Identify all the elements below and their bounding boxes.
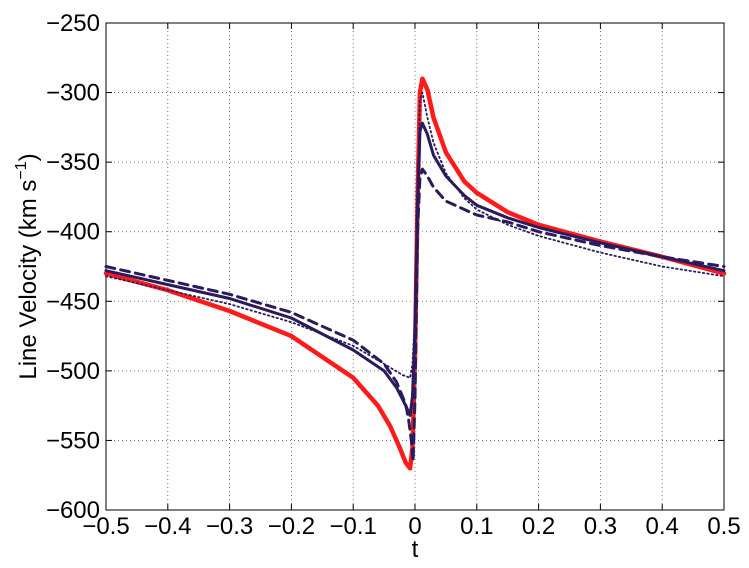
y-tick-label: −350 (46, 149, 100, 176)
y-axis-title-main: Line Velocity (km s (15, 180, 42, 380)
y-tick-label: −400 (46, 219, 100, 246)
x-tick-label: 0.1 (460, 513, 493, 540)
y-tick-label: −250 (46, 10, 100, 37)
y-tick-label: −500 (46, 358, 100, 385)
y-axis-title: Line Velocity (km s−1) (13, 153, 42, 379)
series-group (103, 76, 727, 471)
x-tick-label: 0.5 (707, 513, 740, 540)
y-tick-label: −300 (46, 80, 100, 107)
x-tick-label: 0 (408, 513, 421, 540)
x-tick-label: −0.3 (206, 513, 253, 540)
x-tick-label: 0.4 (646, 513, 679, 540)
x-tick-label: 0.3 (584, 513, 617, 540)
x-tick-label: −0.4 (144, 513, 191, 540)
series-line-4 (105, 91, 725, 379)
x-tick-label: 0.2 (522, 513, 555, 540)
y-axis-title-close: ) (15, 153, 42, 161)
y-tick-label: −600 (46, 497, 100, 524)
y-tick-label: −550 (46, 427, 100, 454)
axis-ticks: −0.5 −0.4 −0.3 −0.2 −0.1 0 0.1 0.2 0.3 0.4 0.5 −600… (46, 10, 741, 540)
y-tick-label: −450 (46, 288, 100, 315)
x-axis-title: t (412, 536, 419, 563)
x-tick-label: −0.5 (82, 513, 129, 540)
series-line-3 (104, 167, 726, 463)
x-tick-label: −0.1 (330, 513, 377, 540)
y-axis-title-superscript: −1 (13, 161, 30, 179)
x-tick-label: −0.2 (268, 513, 315, 540)
